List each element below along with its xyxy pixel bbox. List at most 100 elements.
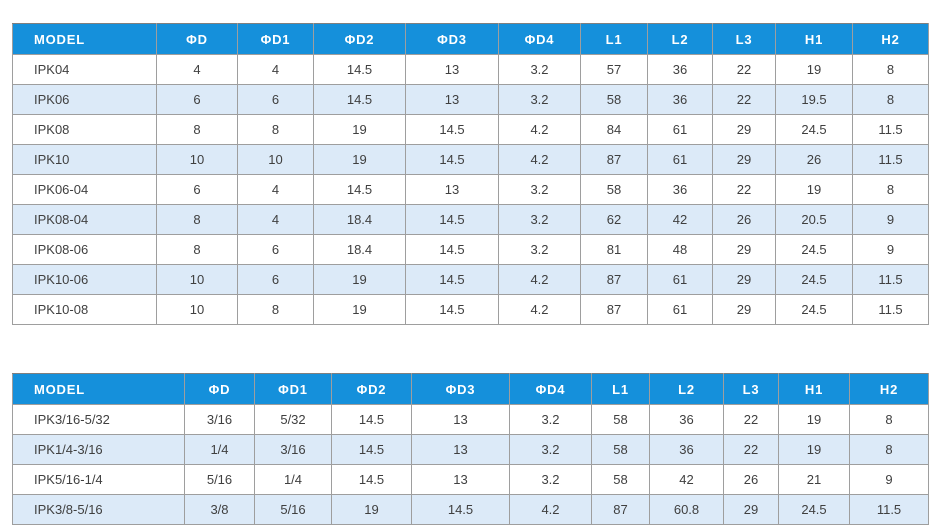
value-cell: 19 [313,114,406,145]
value-cell: 61 [647,264,713,295]
value-cell: 26 [723,464,779,495]
value-cell: 3.2 [498,84,581,115]
value-cell: 19 [778,434,850,465]
model-cell: IPK10-08 [12,294,157,325]
column-header-6: L1 [580,23,648,55]
column-header-5: ΦD4 [509,373,592,405]
value-cell: 3.2 [509,434,592,465]
value-cell: 29 [723,494,779,525]
header-row: MODEL ΦD ΦD1 ΦD2 ΦD3 ΦD4 L1 L2 L3 H1 H2 [12,23,929,55]
value-cell: 4.2 [498,294,581,325]
value-cell: 3.2 [498,174,581,205]
value-cell: 6 [156,174,238,205]
value-cell: 8 [237,114,314,145]
value-cell: 24.5 [775,264,853,295]
table-row: IPK08-06 8 6 18.4 14.5 3.2 81 48 29 24.5 9 [12,234,929,265]
table-row: IPK08 8 8 19 14.5 4.2 84 61 29 24.5 11.5 [12,114,929,145]
column-header-9: H1 [778,373,850,405]
value-cell: 3.2 [509,464,592,495]
value-cell: 3.2 [498,54,581,85]
value-cell: 29 [712,294,776,325]
value-cell: 87 [580,144,648,175]
value-cell: 24.5 [775,234,853,265]
value-cell: 36 [649,434,724,465]
value-cell: 10 [237,144,314,175]
value-cell: 3/16 [184,404,255,435]
value-cell: 8 [849,404,929,435]
model-cell: IPK08 [12,114,157,145]
value-cell: 14.5 [313,54,406,85]
value-cell: 24.5 [775,294,853,325]
value-cell: 6 [237,234,314,265]
value-cell: 3/16 [254,434,332,465]
column-header-8: L3 [723,373,779,405]
value-cell: 81 [580,234,648,265]
model-cell: IPK3/16-5/32 [12,404,185,435]
value-cell: 3.2 [509,404,592,435]
value-cell: 14.5 [313,84,406,115]
value-cell: 5/16 [254,494,332,525]
table-row: IPK10-08 10 8 19 14.5 4.2 87 61 29 24.5 11.5 [12,294,929,325]
value-cell: 57 [580,54,648,85]
value-cell: 11.5 [849,494,929,525]
value-cell: 36 [649,404,724,435]
value-cell: 26 [775,144,853,175]
column-header-1: ΦD [184,373,255,405]
value-cell: 13 [405,174,499,205]
value-cell: 11.5 [852,294,929,325]
value-cell: 8 [849,434,929,465]
table-row: IPK5/16-1/4 5/16 1/4 14.5 13 3.2 58 42 26 21 9 [12,464,929,495]
model-cell: IPK3/8-5/16 [12,494,185,525]
value-cell: 21 [778,464,850,495]
value-cell: 10 [156,294,238,325]
value-cell: 4 [237,54,314,85]
value-cell: 8 [156,234,238,265]
value-cell: 58 [591,434,650,465]
value-cell: 8 [237,294,314,325]
table-row: IPK04 4 4 14.5 13 3.2 57 36 22 19 8 [12,54,929,85]
value-cell: 48 [647,234,713,265]
value-cell: 14.5 [405,114,499,145]
value-cell: 87 [580,294,648,325]
value-cell: 13 [405,84,499,115]
value-cell: 6 [156,84,238,115]
value-cell: 84 [580,114,648,145]
value-cell: 6 [237,84,314,115]
value-cell: 4.2 [509,494,592,525]
table-row: IPK08-04 8 4 18.4 14.5 3.2 62 42 26 20.5 9 [12,204,929,235]
value-cell: 19.5 [775,84,853,115]
value-cell: 9 [852,234,929,265]
column-header-5: ΦD4 [498,23,581,55]
column-header-2: ΦD1 [237,23,314,55]
value-cell: 6 [237,264,314,295]
value-cell: 24.5 [775,114,853,145]
column-header-9: H1 [775,23,853,55]
model-cell: IPK08-06 [12,234,157,265]
value-cell: 14.5 [405,144,499,175]
value-cell: 4.2 [498,114,581,145]
table-row: IPK3/16-5/32 3/16 5/32 14.5 13 3.2 58 36 22 19 8 [12,404,929,435]
model-cell: IPK06-04 [12,174,157,205]
value-cell: 10 [156,144,238,175]
value-cell: 18.4 [313,204,406,235]
value-cell: 58 [580,84,648,115]
value-cell: 14.5 [405,264,499,295]
column-header-3: ΦD2 [331,373,412,405]
value-cell: 3.2 [498,204,581,235]
value-cell: 36 [647,174,713,205]
column-header-1: ΦD [156,23,238,55]
value-cell: 58 [591,404,650,435]
table-row: IPK06 6 6 14.5 13 3.2 58 36 22 19.5 8 [12,84,929,115]
model-cell: IPK5/16-1/4 [12,464,185,495]
table-row: IPK3/8-5/16 3/8 5/16 19 14.5 4.2 87 60.8 29 24.5 1… [12,494,929,525]
value-cell: 13 [411,434,510,465]
value-cell: 14.5 [331,434,412,465]
column-header-7: L2 [649,373,724,405]
value-cell: 19 [331,494,412,525]
value-cell: 42 [647,204,713,235]
value-cell: 8 [852,84,929,115]
value-cell: 22 [723,434,779,465]
spec-table-metric: MODEL ΦD ΦD1 ΦD2 ΦD3 ΦD4 L1 L2 L3 H1 H2 IPK04 4 4 14.5… [12,23,929,325]
value-cell: 3/8 [184,494,255,525]
